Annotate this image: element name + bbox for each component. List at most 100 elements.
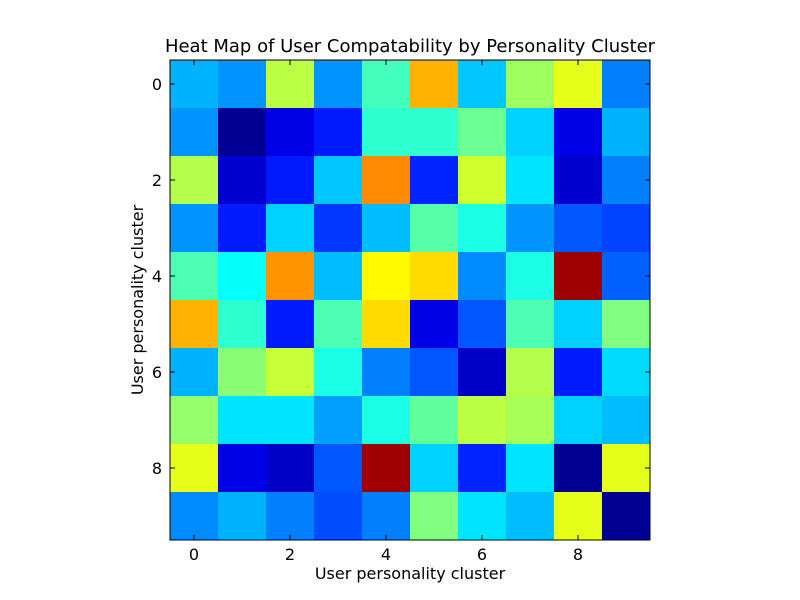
- x-axis-label: User personality cluster: [315, 564, 506, 583]
- heatmap-cell: [362, 492, 411, 541]
- heatmap-cell: [314, 348, 363, 397]
- heatmap-cell: [458, 252, 507, 301]
- heatmap-cell: [458, 60, 507, 109]
- heatmap-cell: [314, 300, 363, 349]
- heatmap-cell: [602, 396, 651, 445]
- y-tick-label: 8: [152, 459, 162, 478]
- heatmap-cell: [554, 60, 603, 109]
- heatmap-cell: [170, 156, 219, 205]
- heatmap-cell: [602, 204, 651, 253]
- heatmap-cell: [170, 492, 219, 541]
- heatmap-cell: [266, 204, 315, 253]
- y-tick-label: 2: [152, 171, 162, 190]
- heatmap-cell: [506, 60, 555, 109]
- heatmap-cell: [266, 252, 315, 301]
- x-tick-label: 2: [285, 545, 295, 564]
- heatmap-cell: [362, 348, 411, 397]
- heatmap-cell: [602, 60, 651, 109]
- heatmap-cell: [506, 156, 555, 205]
- heatmap-cell: [314, 396, 363, 445]
- heatmap-cell: [410, 348, 459, 397]
- heatmap-cell: [314, 252, 363, 301]
- heatmap-cell: [314, 108, 363, 157]
- heatmap-cell: [410, 492, 459, 541]
- heatmap-cell: [266, 156, 315, 205]
- heatmap-cell: [506, 204, 555, 253]
- y-tick-label: 4: [152, 267, 162, 286]
- x-tick-label: 8: [573, 545, 583, 564]
- y-tick-label: 6: [152, 363, 162, 382]
- heatmap-cell: [410, 156, 459, 205]
- heatmap-cell: [602, 348, 651, 397]
- heatmap-cell: [410, 204, 459, 253]
- heatmap-cell: [170, 300, 219, 349]
- heatmap-cell: [554, 252, 603, 301]
- heatmap-cell: [554, 444, 603, 493]
- heatmap-cell: [170, 108, 219, 157]
- heatmap-cell: [362, 252, 411, 301]
- heatmap-cell: [362, 108, 411, 157]
- heatmap-cell: [458, 156, 507, 205]
- heatmap-cell: [170, 444, 219, 493]
- heatmap-cell: [218, 348, 267, 397]
- heatmap-cell: [362, 396, 411, 445]
- heatmap-cell: [362, 204, 411, 253]
- plot-frame: [169, 59, 651, 541]
- heatmap-cell: [602, 108, 651, 157]
- heatmap-cell: [506, 252, 555, 301]
- heatmap-cell: [362, 300, 411, 349]
- heatmap-cell: [506, 108, 555, 157]
- x-axis-ticks: 0 2 4 6 8: [189, 60, 583, 564]
- heatmap-cell: [314, 204, 363, 253]
- heatmap-cell: [218, 108, 267, 157]
- heatmap-cell: [362, 156, 411, 205]
- heatmap-cell: [218, 204, 267, 253]
- heatmap-cell: [458, 348, 507, 397]
- y-axis-ticks: 0 2 4 6 8: [152, 75, 650, 478]
- heatmap-cell: [362, 60, 411, 109]
- heatmap-cell: [266, 60, 315, 109]
- heatmap-cell: [602, 492, 651, 541]
- heatmap-cell: [266, 492, 315, 541]
- heatmap-cell: [170, 252, 219, 301]
- heatmap-cell: [602, 252, 651, 301]
- x-tick-label: 6: [477, 545, 487, 564]
- heatmap-cell: [218, 492, 267, 541]
- heatmap-cell: [410, 444, 459, 493]
- heatmap-cell: [266, 396, 315, 445]
- x-tick-label: 4: [381, 545, 391, 564]
- heatmap-cell: [218, 60, 267, 109]
- heatmap-cell: [458, 396, 507, 445]
- heatmap-cell: [506, 348, 555, 397]
- heatmap-cell: [506, 444, 555, 493]
- heatmap-cell: [218, 300, 267, 349]
- heatmap-cell: [458, 204, 507, 253]
- heatmap-cell: [218, 252, 267, 301]
- heatmap-cell: [314, 60, 363, 109]
- heatmap-cell: [170, 204, 219, 253]
- heatmap-cell: [602, 300, 651, 349]
- heatmap-cell: [410, 396, 459, 445]
- heatmap-cell: [410, 252, 459, 301]
- heatmap-cell: [554, 204, 603, 253]
- heatmap-cell: [266, 108, 315, 157]
- heatmap-cell: [410, 300, 459, 349]
- heatmap-cell: [506, 396, 555, 445]
- heatmap-cell: [218, 444, 267, 493]
- heatmap-cell: [602, 156, 651, 205]
- heatmap-cell: [458, 492, 507, 541]
- chart-title: Heat Map of User Compatability by Person…: [165, 36, 656, 57]
- heatmap-cell: [554, 156, 603, 205]
- heatmap-cell: [458, 444, 507, 493]
- heatmap-cell: [170, 348, 219, 397]
- heatmap-cell: [266, 348, 315, 397]
- heatmap-cell: [314, 444, 363, 493]
- heatmap-cell: [170, 60, 219, 109]
- heatmap-cell: [218, 396, 267, 445]
- heatmap-cell: [314, 156, 363, 205]
- heatmap-cell: [554, 300, 603, 349]
- heatmap-cell: [458, 108, 507, 157]
- heatmap-cell: [554, 108, 603, 157]
- heatmap-cell: [314, 492, 363, 541]
